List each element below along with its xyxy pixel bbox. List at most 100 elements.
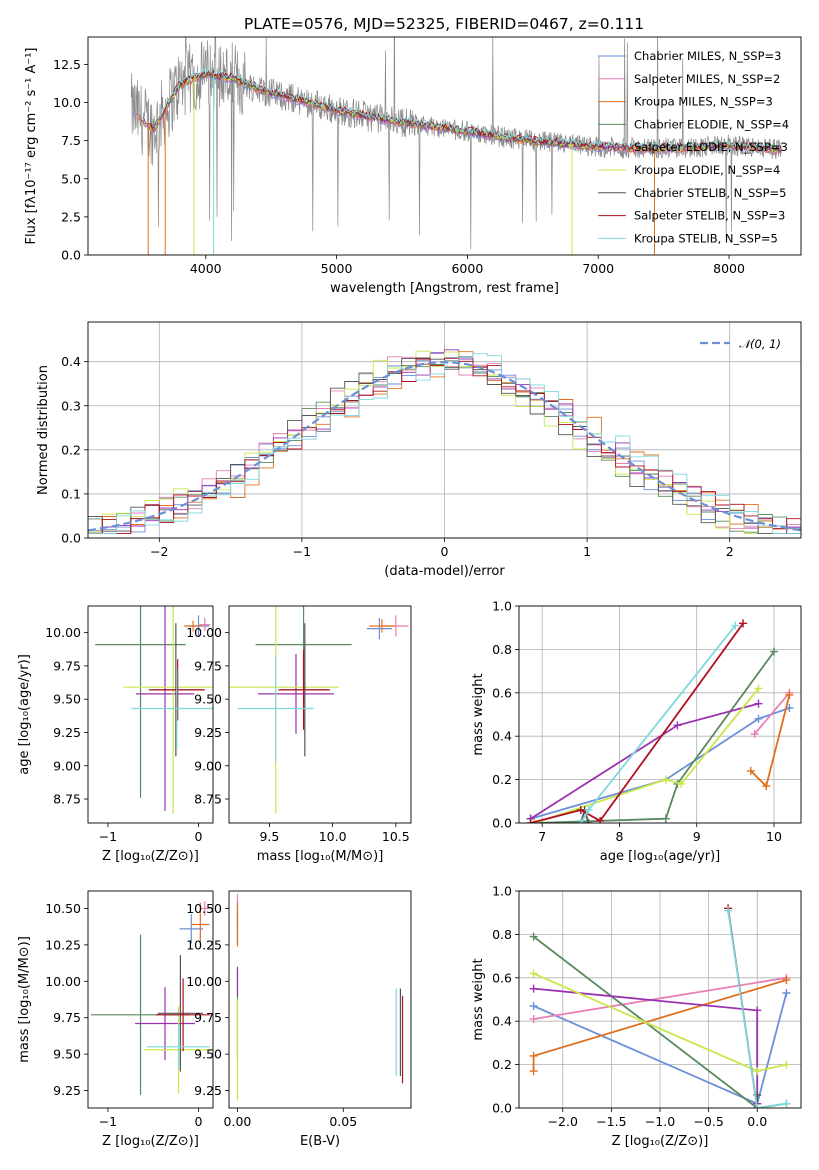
weight_vs_age-ylabel: mass weight (471, 673, 486, 755)
spectrum-plot-area (130, 37, 782, 255)
y-tick-label: 0.0 (61, 248, 81, 263)
age_vs_Z-ylabel: age [log₁₀(age/yr)] (17, 654, 32, 775)
mass-weight-marker (529, 969, 538, 978)
x-tick-label: −1 (99, 829, 117, 844)
weight_vs_age-frame (518, 605, 802, 824)
mass-weight-marker (754, 684, 763, 693)
residual-histogram-series (88, 353, 801, 535)
y-tick-label: 10.50 (186, 901, 222, 916)
y-tick-label: 5.0 (61, 171, 81, 186)
mass_vs_Z-axes: −1 0 9.25 9.50 9.75 10.00 10.25 10.50 Z [log₁₀(Z… (17, 890, 214, 1149)
y-tick-label: 9.25 (53, 1083, 81, 1098)
age_vs_mass-axes: 9.5 10.0 10.5 8.75 9.00 9.25 9.50 9.75 10.00 mass… (186, 605, 412, 864)
y-tick-label: 1.0 (492, 884, 512, 899)
mass_vs_EBV-plot-area (236, 893, 404, 1101)
legend-entry: Kroupa ELODIE, N_SSP=4 (634, 163, 780, 177)
x-tick-label: 7 (538, 829, 546, 844)
age_vs_mass-plot-area (229, 606, 409, 814)
y-tick-label: 10.0 (53, 95, 81, 110)
residuals-ylabel: Normed distribution (36, 365, 51, 495)
x-tick-label: −1.0 (645, 1114, 675, 1129)
mass_vs_Z-frame (87, 890, 214, 1109)
y-tick-label: 0.4 (492, 1014, 512, 1029)
residuals-xlabel: (data-model)/error (384, 564, 505, 579)
legend-entry: Chabrier ELODIE, N_SSP=4 (634, 117, 789, 131)
y-tick-label: 2.5 (61, 209, 81, 224)
mass_vs_Z-ylabel: mass [log₁₀(M/M⊙)] (17, 936, 32, 1063)
x-tick-label: 1 (583, 544, 591, 559)
mass-weight-marker (529, 1002, 538, 1011)
normal-reference-curve (88, 360, 801, 532)
legend-entry: Salpeter MILES, N_SSP=2 (634, 72, 780, 86)
x-tick-label: 2 (726, 544, 734, 559)
weight_vs_Z-ylabel: mass weight (471, 958, 486, 1040)
y-tick-label: 9.50 (53, 1047, 81, 1062)
residuals-frame (87, 321, 802, 539)
residual-histogram-series (88, 349, 801, 535)
age_vs_Z-frame (87, 605, 214, 824)
y-tick-label: 9.50 (194, 1047, 222, 1062)
x-tick-label: 8000 (713, 261, 745, 276)
y-tick-label: 9.25 (194, 725, 222, 740)
mass-weight-marker (576, 805, 585, 814)
y-tick-label: 9.00 (53, 758, 81, 773)
mass-weight-marker (746, 766, 755, 775)
x-tick-label: 10.0 (319, 829, 347, 844)
x-tick-label: −1.5 (596, 1114, 626, 1129)
x-tick-label: 10 (766, 829, 782, 844)
residuals-plot-area (88, 349, 801, 535)
legend-entry: Salpeter ELODIE, N_SSP=3 (634, 140, 788, 154)
spectrum-ylabel: Flux [fλ10⁻¹⁷ erg cm⁻² s⁻¹ A⁻¹] (24, 48, 39, 245)
spectrum-axes: 4000 5000 6000 7000 8000 0.0 2.5 5.0 7.5 10.0 12.5… (24, 15, 802, 296)
x-tick-label: 0 (195, 1114, 203, 1129)
y-tick-label: 10.25 (45, 937, 81, 952)
model-spectrum-line (153, 67, 782, 151)
mass-weight-marker (661, 775, 670, 784)
mass-weight-marker (769, 647, 778, 656)
mass-weight-line (534, 687, 760, 823)
y-tick-label: 1.0 (492, 599, 512, 614)
y-tick-label: 0.8 (492, 642, 512, 657)
mass_vs_EBV-axes: 0.00 0.05 9.25 9.50 9.75 10.00 10.25 10.50 E(B-V… (186, 890, 412, 1149)
x-tick-label: −1 (99, 1114, 117, 1129)
x-tick-label: 8 (615, 829, 623, 844)
mass_vs_EBV-xlabel: E(B-V) (300, 1134, 340, 1149)
y-tick-label: 9.50 (194, 692, 222, 707)
mass-weight-line (753, 692, 791, 735)
mass-weight-marker (673, 721, 682, 730)
mass-weight-marker (782, 975, 791, 984)
x-tick-label: 4000 (190, 261, 222, 276)
y-tick-label: 10.50 (45, 901, 81, 916)
legend-entry: Salpeter STELIB, N_SSP=3 (634, 209, 785, 223)
mass-weight-marker (739, 619, 748, 628)
weight_vs_Z-xlabel: Z [log₁₀(Z/Z⊙)] (612, 1134, 709, 1149)
mass-weight-marker (750, 730, 759, 739)
y-tick-label: 0.4 (492, 729, 512, 744)
y-tick-label: 12.5 (53, 57, 81, 72)
mass-weight-marker (782, 1099, 791, 1108)
age_vs_mass-frame (228, 605, 412, 824)
weight_vs_Z-frame (518, 890, 802, 1109)
mass-weight-marker (724, 906, 733, 915)
mass-weight-marker (529, 932, 538, 941)
mass-weight-marker (753, 1067, 762, 1076)
mass-weight-marker (661, 814, 670, 823)
mass-weight-marker (529, 1051, 538, 1060)
mass-weight-marker (782, 988, 791, 997)
y-tick-label: 0.4 (61, 354, 81, 369)
x-tick-label: 0.0 (747, 1114, 767, 1129)
mass-weight-marker (754, 714, 763, 723)
mass-weight-line (534, 651, 775, 823)
mass-weight-marker (753, 1104, 762, 1108)
y-tick-label: 8.75 (194, 792, 222, 807)
y-tick-label: 9.75 (194, 1010, 222, 1025)
mass-weight-line (530, 622, 744, 823)
spectrum-legend: Chabrier MILES, N_SSP=3 Salpeter MILES, N… (598, 49, 789, 245)
y-tick-label: 8.75 (53, 792, 81, 807)
age_vs_mass-xlabel: mass [log₁₀(M/M⊙)] (257, 849, 384, 864)
mass-weight-marker (584, 819, 593, 823)
y-tick-label: 0.0 (492, 816, 512, 831)
y-tick-label: 0.2 (492, 1057, 512, 1072)
y-tick-label: 9.75 (53, 658, 81, 673)
mass-weight-line (533, 976, 787, 1020)
